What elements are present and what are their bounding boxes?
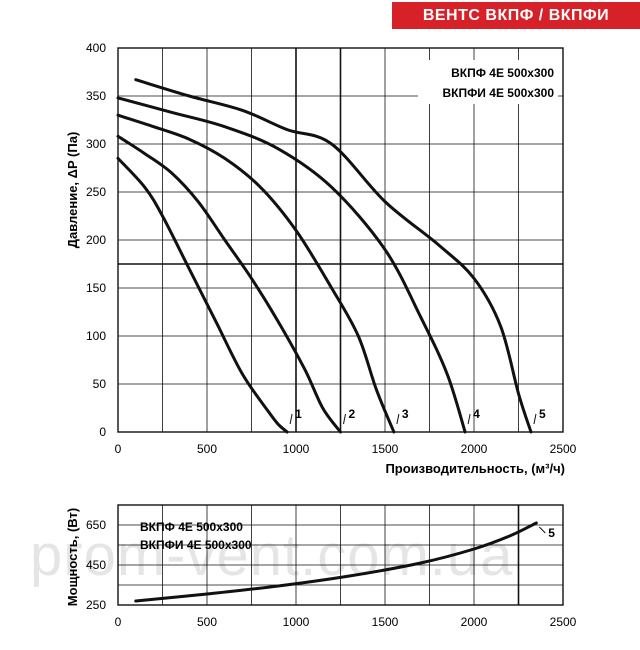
power-legend-1: ВКПФ 4Е 500x300 xyxy=(140,520,243,534)
power-plot-frame xyxy=(117,504,564,606)
x-tick-label: 2500 xyxy=(550,442,577,456)
pressure-legend-2: ВКПФИ 4Е 500x300 xyxy=(442,86,554,100)
curve-leader-1 xyxy=(289,413,293,425)
power-y-axis-label: Мощность, (Вт) xyxy=(65,508,80,606)
pressure-curves xyxy=(116,78,533,434)
x-tick-label: 2500 xyxy=(550,615,577,629)
curve-leader-5 xyxy=(533,413,537,425)
curve-3 xyxy=(116,113,396,434)
y-tick-label: 350 xyxy=(86,89,106,103)
y-tick-label: 250 xyxy=(86,598,106,612)
curve-label-5: 5 xyxy=(539,407,546,421)
curve-4 xyxy=(116,96,467,434)
power-curves xyxy=(134,521,538,603)
curve-label-1: 1 xyxy=(295,407,302,421)
x-tick-label: 1000 xyxy=(283,615,310,629)
pressure-legend-1: ВКПФ 4Е 500x300 xyxy=(451,66,554,80)
power-x-ticks: 0 500 1000 1500 2000 2500 xyxy=(115,615,577,629)
y-tick-label: 300 xyxy=(86,137,106,151)
pressure-x-axis-label: Производительность, (м³/ч) xyxy=(385,461,565,476)
y-tick-label: 100 xyxy=(86,329,106,343)
y-tick-label: 650 xyxy=(86,518,106,532)
pressure-chart: ВКПФ 4Е 500x300 ВКПФИ 4Е 500x300 1 2 3 4 5 0… xyxy=(65,41,577,476)
pressure-marker-lines xyxy=(118,48,563,432)
pressure-y-ticks: 0 50 100 150 200 250 300 350 400 xyxy=(86,41,106,439)
x-tick-label: 0 xyxy=(115,442,122,456)
power-grid xyxy=(118,505,563,605)
x-tick-label: 500 xyxy=(197,442,217,456)
curve-leader-4 xyxy=(467,413,471,425)
x-tick-label: 2000 xyxy=(461,615,488,629)
y-tick-label: 250 xyxy=(86,185,106,199)
curve-2 xyxy=(116,134,342,434)
curve-label-2: 2 xyxy=(349,407,356,421)
power-legend-2: ВКПФИ 4Е 500x300 xyxy=(140,538,252,552)
product-badge: ВЕНТС ВКПФ / ВКПФИ xyxy=(392,2,640,29)
curve-label-3: 3 xyxy=(402,407,409,421)
curve-1 xyxy=(116,156,289,434)
pressure-curve-labels: 1 2 3 4 5 xyxy=(289,407,546,425)
power-chart: ВКПФ 4Е 500x300 ВКПФИ 4Е 500x300 5 250 45… xyxy=(65,504,577,629)
curve-leader-3 xyxy=(396,413,400,425)
curve-leader-5 xyxy=(538,526,546,534)
x-tick-label: 500 xyxy=(197,615,217,629)
curve-label-4: 4 xyxy=(473,407,480,421)
x-tick-label: 2000 xyxy=(461,442,488,456)
x-tick-label: 1500 xyxy=(372,615,399,629)
x-tick-label: 1500 xyxy=(372,442,399,456)
power-y-ticks: 250 450 650 xyxy=(86,518,106,612)
curve-label-5: 5 xyxy=(548,526,555,540)
x-tick-label: 0 xyxy=(115,615,122,629)
curve-5 xyxy=(134,521,538,603)
y-tick-label: 400 xyxy=(86,41,106,55)
y-tick-label: 50 xyxy=(93,377,107,391)
curve-5 xyxy=(134,78,533,434)
y-tick-label: 0 xyxy=(99,425,106,439)
pressure-legend-box xyxy=(418,60,558,104)
curve-leader-2 xyxy=(343,413,346,425)
x-tick-label: 1000 xyxy=(283,442,310,456)
pressure-x-ticks: 0 500 1000 1500 2000 2500 xyxy=(115,442,577,456)
y-tick-label: 450 xyxy=(86,558,106,572)
y-tick-label: 200 xyxy=(86,233,106,247)
pressure-y-axis-label: Давление, ΔP (Па) xyxy=(65,132,80,249)
power-curve-labels: 5 xyxy=(538,526,555,540)
y-tick-label: 150 xyxy=(86,281,106,295)
